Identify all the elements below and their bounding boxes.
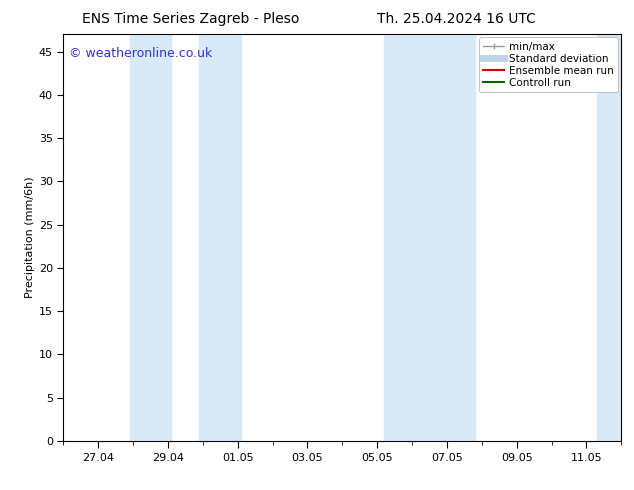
Y-axis label: Precipitation (mm/6h): Precipitation (mm/6h) bbox=[25, 177, 35, 298]
Text: © weatheronline.co.uk: © weatheronline.co.uk bbox=[69, 47, 212, 59]
Text: ENS Time Series Zagreb - Pleso: ENS Time Series Zagreb - Pleso bbox=[82, 12, 299, 26]
Bar bbox=[597, 34, 621, 441]
Bar bbox=[384, 34, 475, 441]
Bar bbox=[130, 34, 171, 441]
Bar bbox=[199, 34, 241, 441]
Text: Th. 25.04.2024 16 UTC: Th. 25.04.2024 16 UTC bbox=[377, 12, 536, 26]
Legend: min/max, Standard deviation, Ensemble mean run, Controll run: min/max, Standard deviation, Ensemble me… bbox=[479, 37, 618, 92]
